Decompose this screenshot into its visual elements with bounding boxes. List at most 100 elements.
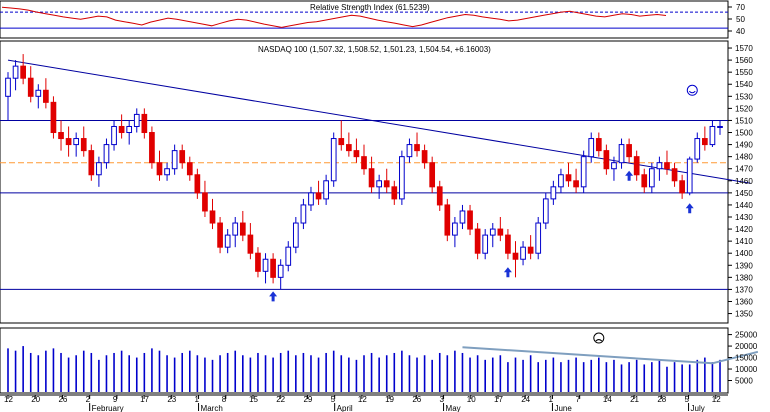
candle-body bbox=[641, 174, 648, 188]
candle-body bbox=[88, 150, 95, 176]
candle-body bbox=[565, 174, 572, 182]
candle-body bbox=[164, 168, 170, 176]
candle-body bbox=[308, 192, 314, 206]
volume-tick-label: 25000 bbox=[735, 331, 758, 340]
candle-body bbox=[679, 180, 685, 194]
candle-body bbox=[626, 144, 632, 158]
x-tick-label: 24 bbox=[521, 395, 530, 404]
candle-body bbox=[664, 162, 670, 170]
candle-body bbox=[292, 222, 299, 248]
candle-body bbox=[186, 162, 193, 176]
x-tick-label: 29 bbox=[303, 395, 312, 404]
x-tick-label: 3 bbox=[440, 395, 445, 404]
candle-body bbox=[285, 246, 292, 266]
candle-body bbox=[73, 138, 80, 146]
month-label: April bbox=[337, 404, 353, 412]
candle-body bbox=[338, 138, 345, 146]
month-label: February bbox=[92, 404, 124, 412]
smiley-face-icon bbox=[686, 84, 698, 96]
candle-body bbox=[671, 168, 678, 182]
frown-face-icon bbox=[593, 332, 605, 344]
candle-body bbox=[323, 180, 329, 200]
candle-body bbox=[474, 228, 481, 254]
x-tick-label: 5 bbox=[331, 395, 336, 404]
price-tick-label: 1460 bbox=[735, 177, 753, 186]
candle-body bbox=[179, 150, 186, 164]
price-tick-label: 1470 bbox=[735, 165, 753, 174]
price-tick-label: 1500 bbox=[735, 129, 753, 138]
candle-body bbox=[43, 89, 49, 103]
price-tick-label: 1490 bbox=[735, 141, 753, 150]
volume-tick-label: 5000 bbox=[735, 377, 753, 386]
month-label: July bbox=[691, 404, 705, 412]
volume-tick-label: 10000 bbox=[735, 365, 758, 374]
x-tick-label: 23 bbox=[167, 395, 176, 404]
candle-body bbox=[512, 252, 519, 260]
candle-body bbox=[603, 150, 610, 170]
x-tick-label: 1 bbox=[548, 395, 553, 404]
candle-body bbox=[50, 101, 57, 134]
price-tick-label: 1390 bbox=[735, 261, 753, 270]
candle-body bbox=[482, 234, 489, 254]
candle-body bbox=[300, 204, 307, 224]
price-tick-label: 1440 bbox=[735, 201, 753, 210]
candle-body bbox=[353, 150, 360, 158]
price-tick-label: 1430 bbox=[735, 213, 753, 222]
up-arrow-marker bbox=[625, 170, 634, 181]
candle-body bbox=[595, 138, 602, 152]
candle-body bbox=[20, 65, 26, 79]
rsi-tick-label: 50 bbox=[736, 15, 745, 24]
candle-body bbox=[277, 264, 284, 278]
volume-frame bbox=[0, 327, 729, 394]
candle-body bbox=[376, 180, 382, 188]
candle-body bbox=[467, 210, 473, 230]
candle-body bbox=[224, 234, 231, 248]
candle-body bbox=[270, 258, 276, 278]
rsi-line bbox=[1, 6, 667, 28]
candle-body bbox=[580, 156, 587, 188]
rsi-tick-label: 40 bbox=[736, 27, 745, 36]
smiley-mouth bbox=[688, 90, 696, 94]
candle-body bbox=[141, 113, 148, 134]
candle-body bbox=[633, 156, 640, 176]
candle-body bbox=[406, 144, 413, 158]
x-tick-label: 12 bbox=[4, 395, 13, 404]
candle-body bbox=[12, 65, 19, 79]
candle-body bbox=[702, 138, 708, 146]
candle-body bbox=[65, 138, 72, 146]
candle-body bbox=[421, 150, 428, 164]
price-tick-label: 1510 bbox=[735, 116, 753, 125]
frown-mouth bbox=[595, 339, 603, 342]
x-tick-label: 12 bbox=[358, 395, 367, 404]
candle-body bbox=[202, 192, 208, 212]
candle-body bbox=[558, 174, 564, 188]
x-axis: 12 20 26 2 9 17 23 1 8 15 22 29 5 12 19 26 3 10 17 24 1 7 14 21… bbox=[0, 394, 728, 412]
candle-body bbox=[27, 77, 34, 97]
candle-body bbox=[247, 234, 254, 254]
up-arrow-marker bbox=[685, 203, 694, 214]
candle-body bbox=[542, 198, 549, 224]
rsi-panel: Relative Strength Index (61.5239) 70 50 40 bbox=[0, 0, 745, 39]
x-tick-label: 20 bbox=[31, 395, 40, 404]
month-label: May bbox=[446, 404, 461, 412]
downtrend-line bbox=[7, 59, 751, 184]
volume-trendline bbox=[462, 346, 759, 365]
candle-body bbox=[717, 125, 723, 128]
x-tick-label: 1 bbox=[195, 395, 200, 404]
candle-body bbox=[429, 162, 436, 188]
price-tick-label: 1520 bbox=[735, 104, 753, 113]
candle-body bbox=[648, 168, 655, 188]
price-tick-label: 1450 bbox=[735, 189, 753, 198]
x-tick-label: 8 bbox=[222, 395, 227, 404]
candle-body bbox=[686, 158, 693, 194]
x-tick-label: 10 bbox=[467, 395, 476, 404]
candle-body bbox=[96, 162, 102, 176]
x-tick-label: 2 bbox=[86, 395, 91, 404]
candle-body bbox=[126, 125, 133, 134]
rsi-tick-label: 70 bbox=[736, 3, 745, 12]
candle-body bbox=[444, 204, 451, 236]
candle-body bbox=[383, 180, 390, 188]
candle-body bbox=[156, 162, 163, 176]
